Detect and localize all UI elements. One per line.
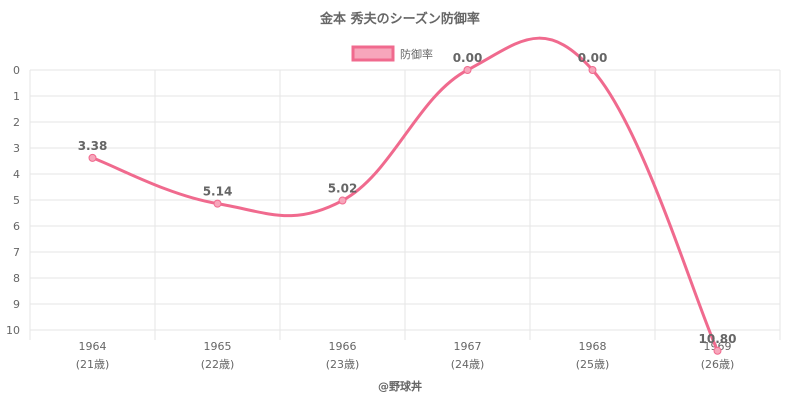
data-label: 10.80 xyxy=(699,332,737,346)
plot-area: 3.38 5.14 5.02 0.00 0.00 10.80 xyxy=(78,36,737,355)
y-tick-label: 8 xyxy=(13,272,20,285)
data-point[interactable] xyxy=(713,346,722,355)
legend-swatch xyxy=(351,45,395,62)
data-label: 5.14 xyxy=(203,185,233,199)
data-point[interactable] xyxy=(213,199,222,208)
x-tick-label: 1966 xyxy=(329,340,357,353)
y-tick-label: 0 xyxy=(13,64,20,77)
x-tick-label: 1969 xyxy=(704,340,732,353)
x-tick-sublabel: (22歳) xyxy=(201,358,235,371)
data-label: 0.00 xyxy=(578,51,608,65)
grid xyxy=(29,69,781,340)
y-tick-label: 4 xyxy=(13,168,20,181)
legend[interactable]: 防御率 xyxy=(351,45,433,62)
x-tick-label: 1965 xyxy=(204,340,232,353)
x-tick-label: 1964 xyxy=(79,340,107,353)
legend-label: 防御率 xyxy=(400,47,433,61)
x-tick-sublabel: (24歳) xyxy=(451,358,485,371)
y-tick-label: 5 xyxy=(13,194,20,207)
y-tick-label: 9 xyxy=(13,298,20,311)
data-point[interactable] xyxy=(463,66,472,74)
x-tick-sublabel: (25歳) xyxy=(576,358,610,371)
y-tick-label: 10 xyxy=(6,324,20,337)
data-point[interactable] xyxy=(588,66,597,74)
data-point[interactable] xyxy=(338,196,347,205)
data-label: 0.00 xyxy=(453,51,483,65)
y-tick-label: 2 xyxy=(13,116,20,129)
y-axis: 0 1 2 3 4 5 6 7 8 9 10 xyxy=(6,64,20,337)
x-tick-label: 1967 xyxy=(454,340,482,353)
x-tick-sublabel: (21歳) xyxy=(76,358,110,371)
x-tick-sublabel: (26歳) xyxy=(701,358,735,371)
y-tick-label: 7 xyxy=(13,246,20,259)
data-point[interactable] xyxy=(88,153,97,162)
x-tick-sublabel: (23歳) xyxy=(326,358,360,371)
chart-title: 金本 秀夫のシーズン防御率 xyxy=(319,11,480,27)
data-label: 3.38 xyxy=(78,139,108,153)
x-axis: 1964 (21歳) 1965 (22歳) 1966 (23歳) 1967 (24歳) 1968… xyxy=(76,340,735,371)
data-label: 5.02 xyxy=(328,182,358,196)
y-tick-label: 3 xyxy=(13,142,20,155)
x-tick-label: 1968 xyxy=(579,340,607,353)
credit-label: @野球丼 xyxy=(378,379,422,393)
y-tick-label: 1 xyxy=(13,90,20,103)
y-tick-label: 6 xyxy=(13,220,20,233)
